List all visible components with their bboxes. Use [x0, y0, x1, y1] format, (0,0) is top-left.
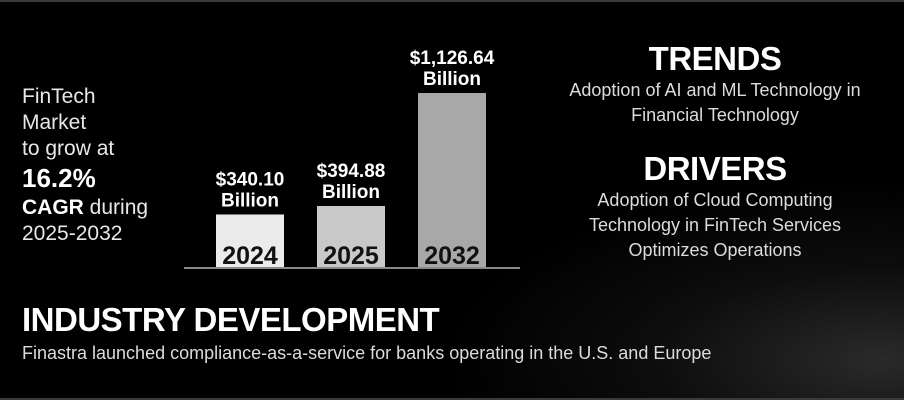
summary-line-1: FinTech — [22, 85, 96, 108]
trends-section: TRENDS Adoption of AI and ML Technology … — [540, 40, 890, 128]
drivers-section: DRIVERS Adoption of Cloud Computing Tech… — [540, 150, 890, 263]
trends-text-line-2: Financial Technology — [631, 105, 799, 125]
unit-label-2032: Billion — [423, 69, 481, 90]
value-label-2025: $394.88 — [317, 161, 386, 182]
market-growth-summary: FinTech Market to grow at 16.2% CAGR dur… — [22, 84, 192, 247]
industry-text: Finastra launched compliance-as-a-servic… — [22, 343, 712, 363]
category-label-2024: 2024 — [222, 242, 278, 270]
drivers-text-line-3: Optimizes Operations — [628, 240, 802, 260]
unit-label-2025: Billion — [322, 182, 380, 203]
bar-2024 — [216, 214, 284, 267]
industry-heading: INDUSTRY DEVELOPMENT — [22, 301, 440, 338]
cagr-label-line: CAGR during — [22, 195, 192, 221]
value-label-2032: $1,126.64 — [410, 48, 495, 69]
cagr-rate: 16.2% — [22, 163, 96, 193]
category-label-2032: 2032 — [424, 242, 480, 270]
summary-line-2: Market — [22, 111, 87, 134]
trends-text-line-1: Adoption of AI and ML Technology in — [569, 80, 861, 100]
trends-heading: TRENDS — [648, 40, 782, 77]
forecast-period: 2025-2032 — [22, 222, 123, 245]
bottom-divider — [0, 398, 904, 400]
during-word: during — [83, 196, 149, 219]
summary-line-3: to grow at — [22, 137, 115, 160]
top-divider — [0, 0, 904, 2]
cagr-word: CAGR — [22, 196, 84, 219]
bar-2025 — [317, 206, 385, 267]
drivers-text-line-1: Adoption of Cloud Computing — [597, 190, 833, 210]
industry-development-section: INDUSTRY DEVELOPMENT Finastra launched c… — [22, 300, 882, 366]
category-label-2025: 2025 — [323, 242, 379, 270]
market-size-bar-chart: 2024$340.10Billion2025$394.88Billion2032… — [184, 48, 520, 270]
unit-label-2024: Billion — [221, 190, 279, 211]
drivers-heading: DRIVERS — [643, 150, 787, 187]
value-label-2024: $340.10 — [216, 169, 285, 190]
bar-2032 — [418, 93, 486, 267]
drivers-text-line-2: Technology in FinTech Services — [588, 215, 842, 235]
